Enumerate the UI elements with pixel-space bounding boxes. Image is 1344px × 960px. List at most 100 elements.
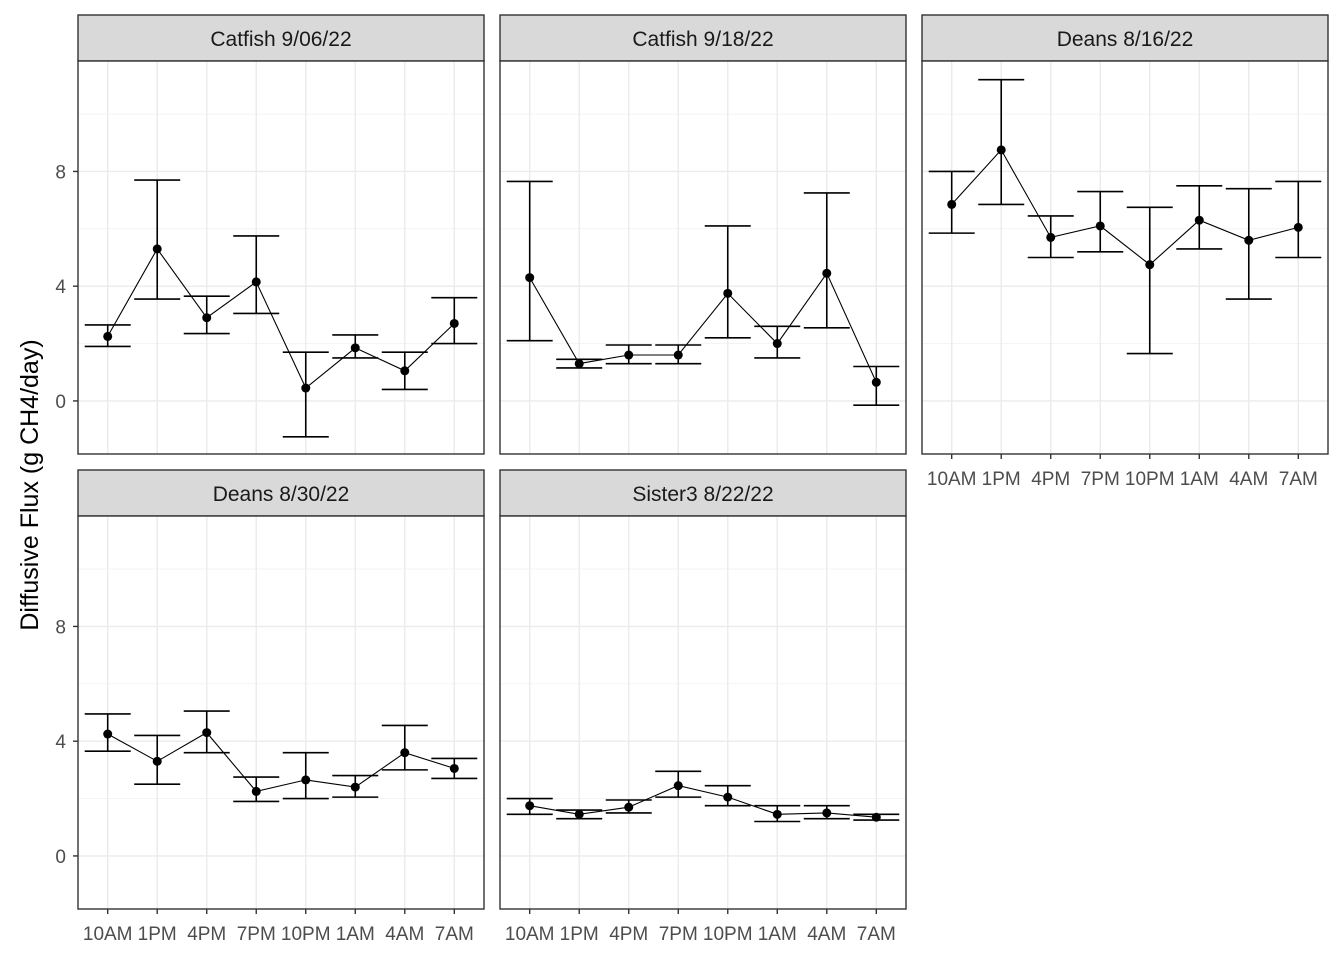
plot-background [78, 516, 484, 909]
data-point [1095, 221, 1105, 231]
x-tick-label: 10PM [281, 924, 331, 945]
error-bar [381, 724, 428, 771]
data-point [871, 812, 881, 822]
data-point [673, 350, 683, 360]
series-line [529, 272, 877, 383]
plot-background [500, 61, 906, 454]
plot-background [922, 61, 1328, 454]
data-point [723, 288, 733, 298]
error-bar [233, 235, 280, 315]
y-tick-label: 8 [55, 162, 66, 183]
data-point [152, 244, 162, 254]
data-point [400, 366, 410, 376]
panel-border [77, 515, 485, 910]
data-point [723, 792, 733, 802]
series-line [107, 247, 455, 389]
data-point [624, 802, 634, 812]
data-point [673, 781, 683, 791]
data-point [574, 359, 584, 369]
x-tick-label: 1PM [560, 924, 599, 945]
panel-title: Catfish 9/06/22 [210, 28, 351, 51]
data-point [301, 383, 311, 393]
y-axis-label: Diffusive Flux (g CH4/day) [16, 339, 44, 630]
data-point [350, 343, 360, 353]
x-tick-label: 7AM [435, 924, 474, 945]
data-point [525, 273, 535, 283]
y-tick-label: 0 [55, 392, 66, 413]
data-point [1244, 235, 1254, 245]
data-point [103, 331, 113, 341]
data-point [251, 786, 261, 796]
panel-2: Deans 8/16/22 10AM 1PM 4PM 7PM 10PM 1AM 4AM 7AM [921, 14, 1329, 490]
x-tick-label: 4PM [187, 924, 226, 945]
panel-title: Catfish 9/18/22 [632, 28, 773, 51]
y-tick-label: 8 [55, 617, 66, 638]
panel-title: Deans 8/16/22 [1057, 28, 1194, 51]
plot-background [78, 61, 484, 454]
x-tick-label: 4AM [807, 924, 846, 945]
panel-border [499, 515, 907, 910]
y-tick-label: 4 [55, 732, 66, 753]
data-point [1145, 260, 1155, 270]
plot-background [500, 516, 906, 909]
x-tick-label: 4AM [385, 924, 424, 945]
series-line [529, 785, 877, 818]
x-tick-label: 7PM [1081, 469, 1120, 490]
x-tick-label: 4PM [609, 924, 648, 945]
panel-strip [921, 14, 1329, 62]
error-bar [506, 180, 553, 342]
data-point [1293, 222, 1303, 232]
data-point [449, 318, 459, 328]
x-tick-label: 1AM [336, 924, 375, 945]
data-point [947, 199, 957, 209]
data-point [1046, 232, 1056, 242]
x-tick-label: 7PM [237, 924, 276, 945]
y-tick-label: 0 [55, 847, 66, 868]
panel-0: Catfish 9/06/22 0 4 8 [55, 14, 485, 455]
data-point [574, 809, 584, 819]
x-tick-label: 1AM [758, 924, 797, 945]
panel-border [77, 60, 485, 455]
x-tick-label: 1AM [1180, 469, 1219, 490]
panel-strip [77, 469, 485, 517]
panel-border [921, 60, 1329, 455]
panel-title: Deans 8/30/22 [213, 483, 350, 506]
data-point [772, 809, 782, 819]
data-point [400, 748, 410, 758]
error-bar [282, 351, 329, 438]
x-tick-label: 4PM [1031, 469, 1070, 490]
x-tick-label: 10AM [927, 469, 977, 490]
data-point [152, 756, 162, 766]
panel-1: Catfish 9/18/22 [499, 14, 907, 455]
x-tick-label: 10PM [703, 924, 753, 945]
error-bar [1126, 206, 1173, 355]
x-tick-label: 10AM [505, 924, 555, 945]
panel-strip [499, 14, 907, 62]
data-point [525, 801, 535, 811]
y-tick-label: 4 [55, 277, 66, 298]
data-point [202, 313, 212, 323]
panel-3: Deans 8/30/22 0 4 8 10AM 1PM 4PM 7PM 10PM 1AM 4AM 7… [55, 469, 485, 945]
data-point [822, 268, 832, 278]
data-point [624, 350, 634, 360]
panel-border [499, 60, 907, 455]
data-point [996, 145, 1006, 155]
error-bar [134, 179, 181, 300]
data-point [202, 728, 212, 738]
data-point [350, 782, 360, 792]
data-point [449, 763, 459, 773]
x-tick-label: 1PM [138, 924, 177, 945]
data-point [301, 775, 311, 785]
data-point [772, 339, 782, 349]
data-point [871, 377, 881, 387]
x-tick-label: 7PM [659, 924, 698, 945]
x-tick-label: 1PM [982, 469, 1021, 490]
data-point [822, 808, 832, 818]
x-tick-label: 4AM [1229, 469, 1268, 490]
error-bar [803, 192, 850, 329]
series-line [107, 731, 455, 793]
error-bar [978, 78, 1025, 206]
x-tick-label: 10AM [83, 924, 133, 945]
x-tick-label: 7AM [857, 924, 896, 945]
